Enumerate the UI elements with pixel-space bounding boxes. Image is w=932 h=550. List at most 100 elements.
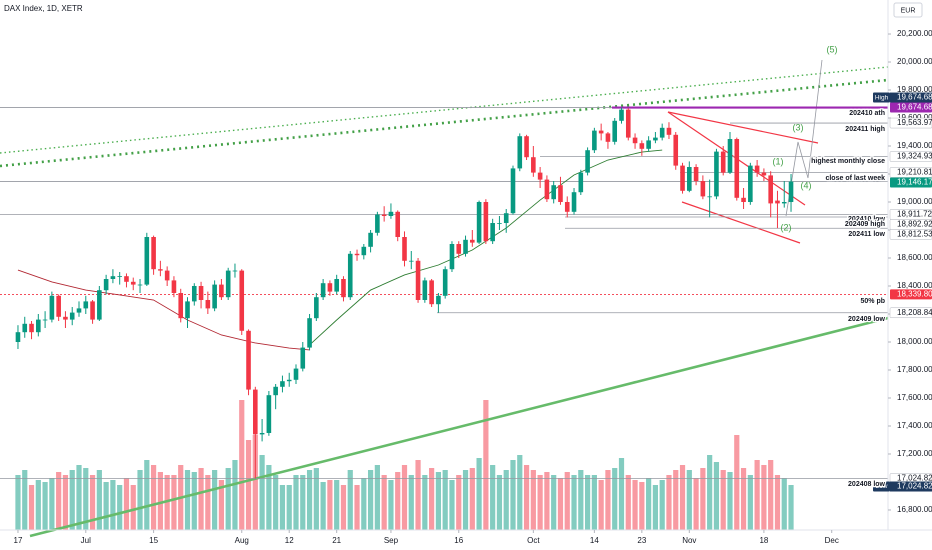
- volume-bar: [469, 468, 475, 530]
- volume-bar: [157, 472, 163, 530]
- candle-body: [42, 319, 48, 321]
- candle-body: [673, 134, 679, 166]
- price-label-box: [889, 151, 932, 162]
- candle-body: [36, 319, 41, 333]
- price-label: 19,674.68: [897, 103, 932, 112]
- candle-body: [483, 202, 489, 242]
- y-tick-label: 19,400.00: [897, 141, 932, 150]
- candle-body: [653, 137, 658, 141]
- volume-bar: [56, 472, 62, 530]
- candle-body: [171, 280, 177, 293]
- candle-body: [347, 253, 353, 298]
- candle-body: [714, 151, 719, 197]
- price-label: 17,024.82: [897, 474, 932, 483]
- volume-bar: [435, 472, 442, 530]
- currency-button[interactable]: [893, 2, 923, 18]
- volume-bar: [96, 470, 102, 530]
- candle-body: [544, 179, 550, 200]
- x-tick-label: Jul: [81, 536, 91, 545]
- y-tick-label: 19,600.00: [897, 113, 932, 122]
- volume-bar: [381, 475, 387, 530]
- volume-bar: [639, 482, 645, 530]
- candle-body: [110, 276, 116, 279]
- y-tick-label: 17,400.00: [897, 421, 932, 430]
- volume-bar: [700, 468, 706, 530]
- x-tick-label: 17: [14, 536, 23, 545]
- candle-body: [320, 283, 326, 298]
- candle-body: [564, 202, 570, 212]
- candle-body: [286, 379, 292, 382]
- x-tick-label: 16: [454, 536, 463, 545]
- candle-body: [375, 214, 380, 233]
- candle-body: [388, 211, 394, 217]
- currency[interactable]: EUR: [901, 7, 916, 14]
- candle-body: [76, 308, 82, 313]
- volume-bar: [205, 475, 211, 530]
- x-tick-label: 14: [590, 536, 599, 545]
- x-tick-label: Nov: [682, 536, 696, 545]
- volume-bar: [544, 472, 550, 530]
- candle-body: [754, 165, 760, 173]
- volume-bar: [374, 465, 380, 530]
- volume-bar: [150, 465, 157, 530]
- volume-bar: [503, 470, 509, 530]
- wave-projection: [785, 59, 823, 217]
- volume-bar: [273, 475, 279, 530]
- candle-body: [619, 109, 624, 121]
- low-value-box: [890, 481, 932, 492]
- wave-label: (2): [781, 222, 792, 232]
- volume-bar: [103, 482, 109, 530]
- candle-body: [741, 197, 746, 203]
- price-label: 18,208.84: [897, 308, 932, 317]
- volume-bar: [510, 460, 516, 530]
- trend-line: [0, 66, 889, 154]
- candle-body: [632, 137, 638, 144]
- volume-bar: [754, 460, 760, 530]
- candle-body: [781, 202, 787, 204]
- candle-body: [327, 283, 333, 292]
- annotation: 202409 low: [848, 316, 886, 323]
- price-label: 19,563.97: [897, 118, 932, 127]
- price-label-box: [889, 117, 932, 129]
- candle-body: [680, 165, 685, 191]
- volume-bar: [598, 480, 604, 530]
- y-tick-label: 17,200.00: [897, 449, 932, 458]
- volume-bar: [171, 475, 177, 530]
- volume-bar: [693, 478, 699, 530]
- volume-bar: [266, 465, 272, 530]
- low-tag-label: Low: [876, 483, 888, 490]
- volume-bar: [286, 485, 292, 530]
- volume-bar: [557, 478, 564, 530]
- volume-bar: [625, 475, 631, 530]
- volume-bar: [720, 470, 726, 530]
- candle-body: [158, 269, 163, 271]
- volume-bar: [218, 480, 225, 530]
- volume-bar: [137, 470, 143, 530]
- volume-bar: [212, 470, 218, 530]
- drawings: [0, 59, 889, 538]
- volume-bar: [191, 472, 197, 530]
- volume-bar: [578, 470, 584, 530]
- candle-body: [497, 223, 502, 224]
- volume-bar: [49, 478, 55, 530]
- candle-body: [56, 295, 61, 317]
- y-tick-label: 19,000.00: [897, 197, 932, 206]
- volume-bar: [673, 470, 679, 530]
- volume-bar: [42, 482, 48, 530]
- high-value-box: [890, 92, 932, 103]
- candle-body: [334, 278, 339, 292]
- volume-bar: [15, 475, 21, 530]
- candle-body: [659, 127, 665, 138]
- volume-bar: [734, 435, 740, 530]
- annotation: 50% pb: [860, 298, 885, 305]
- chart-title: DAX Index, 1D, XETR: [4, 4, 83, 13]
- candle-body: [246, 330, 251, 390]
- candle-body: [476, 202, 482, 243]
- volume-bar: [442, 470, 448, 530]
- candle-body: [225, 270, 231, 298]
- volume-bar: [686, 470, 692, 530]
- price-label-box: [890, 289, 932, 300]
- candle-body: [598, 130, 604, 134]
- candle-body: [395, 211, 401, 238]
